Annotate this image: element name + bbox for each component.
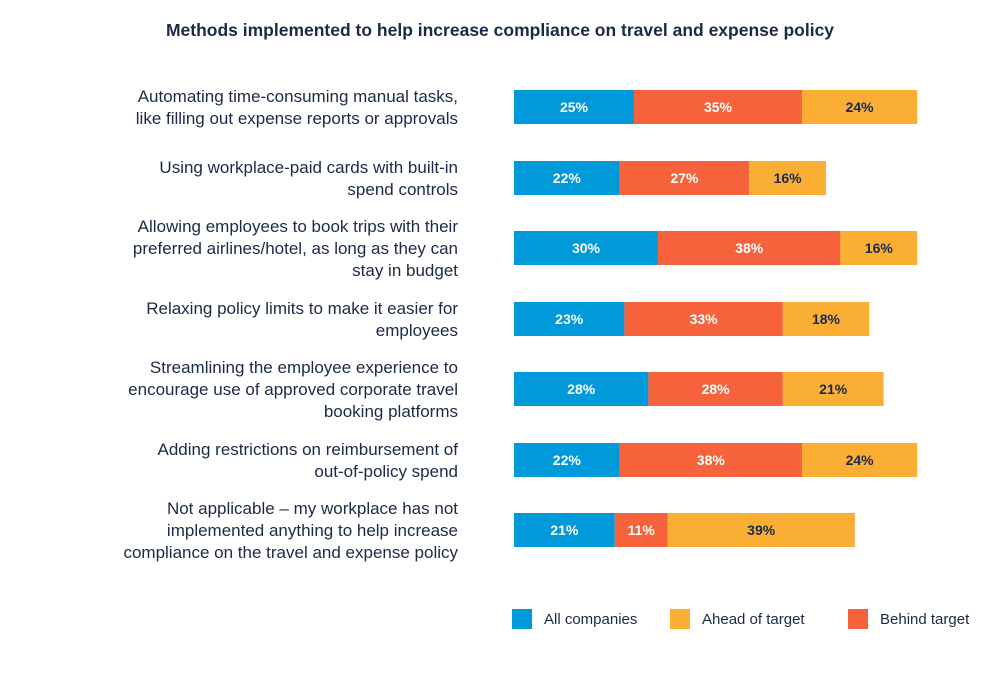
data-label: 22% (553, 452, 582, 468)
bar-segment-ahead-of-target (802, 443, 918, 477)
data-label: 25% (560, 99, 589, 115)
data-label: 21% (819, 381, 848, 397)
data-label: 28% (702, 381, 731, 397)
data-label: 24% (846, 99, 875, 115)
bar-segment-all-companies (514, 231, 658, 265)
bar-segment-behind-target (614, 513, 668, 547)
data-label: 35% (704, 99, 733, 115)
data-label: 28% (567, 381, 596, 397)
data-label: 38% (697, 452, 726, 468)
bar-segment-ahead-of-target (782, 302, 870, 336)
bar-segment-all-companies (514, 372, 649, 406)
chart-title: Methods implemented to help increase com… (165, 20, 835, 40)
data-label: 38% (735, 240, 764, 256)
data-label: 24% (846, 452, 875, 468)
data-label: 16% (774, 170, 803, 186)
category-label: Adding restrictions on reimbursement of … (157, 440, 458, 481)
data-label: 22% (553, 170, 582, 186)
category-label: Allowing employees to book trips with th… (132, 217, 458, 280)
category-label: Relaxing policy limits to make it easier… (146, 299, 458, 340)
category-label: Not applicable – my workplace has not im… (123, 499, 458, 562)
category-label: Automating time-consuming manual tasks, … (135, 87, 458, 128)
data-label: 27% (670, 170, 699, 186)
bar-segment-behind-target (634, 90, 802, 124)
bar-segment-all-companies (514, 302, 625, 336)
bar-segment-all-companies (514, 161, 620, 195)
legend-item: Behind target (848, 609, 969, 629)
legend-label: Ahead of target (702, 610, 805, 628)
data-label: 21% (550, 522, 579, 538)
category-label: Using workplace-paid cards with built-in… (159, 158, 458, 199)
bar-segment-all-companies (514, 90, 634, 124)
data-label: 11% (628, 522, 656, 538)
bar-segment-ahead-of-target (782, 372, 884, 406)
legend-label: All companies (544, 610, 638, 628)
data-label: 23% (555, 311, 584, 327)
category-label: Streamlining the employee experience to … (128, 358, 458, 421)
data-label: 39% (747, 522, 776, 538)
bar-segment-behind-target (619, 443, 802, 477)
data-label: 30% (572, 240, 601, 256)
legend-item: Ahead of target (670, 609, 805, 629)
bar-segment-all-companies (514, 513, 615, 547)
bar-segment-behind-target (658, 231, 841, 265)
bar-segment-ahead-of-target (840, 231, 918, 265)
legend-swatch (848, 609, 868, 629)
bar-segment-all-companies (514, 443, 620, 477)
legend-item: All companies (512, 609, 637, 629)
bar-segment-behind-target (648, 372, 783, 406)
legend-label: Behind target (880, 610, 970, 628)
data-label: 33% (690, 311, 719, 327)
data-label: 16% (865, 240, 894, 256)
legend-swatch (512, 609, 532, 629)
legend-swatch (670, 609, 690, 629)
data-label: 18% (812, 311, 841, 327)
bar-segment-ahead-of-target (749, 161, 826, 195)
bar-segment-ahead-of-target (667, 513, 855, 547)
bar-segment-behind-target (619, 161, 750, 195)
bar-segment-behind-target (624, 302, 783, 336)
bar-segment-ahead-of-target (802, 90, 918, 124)
